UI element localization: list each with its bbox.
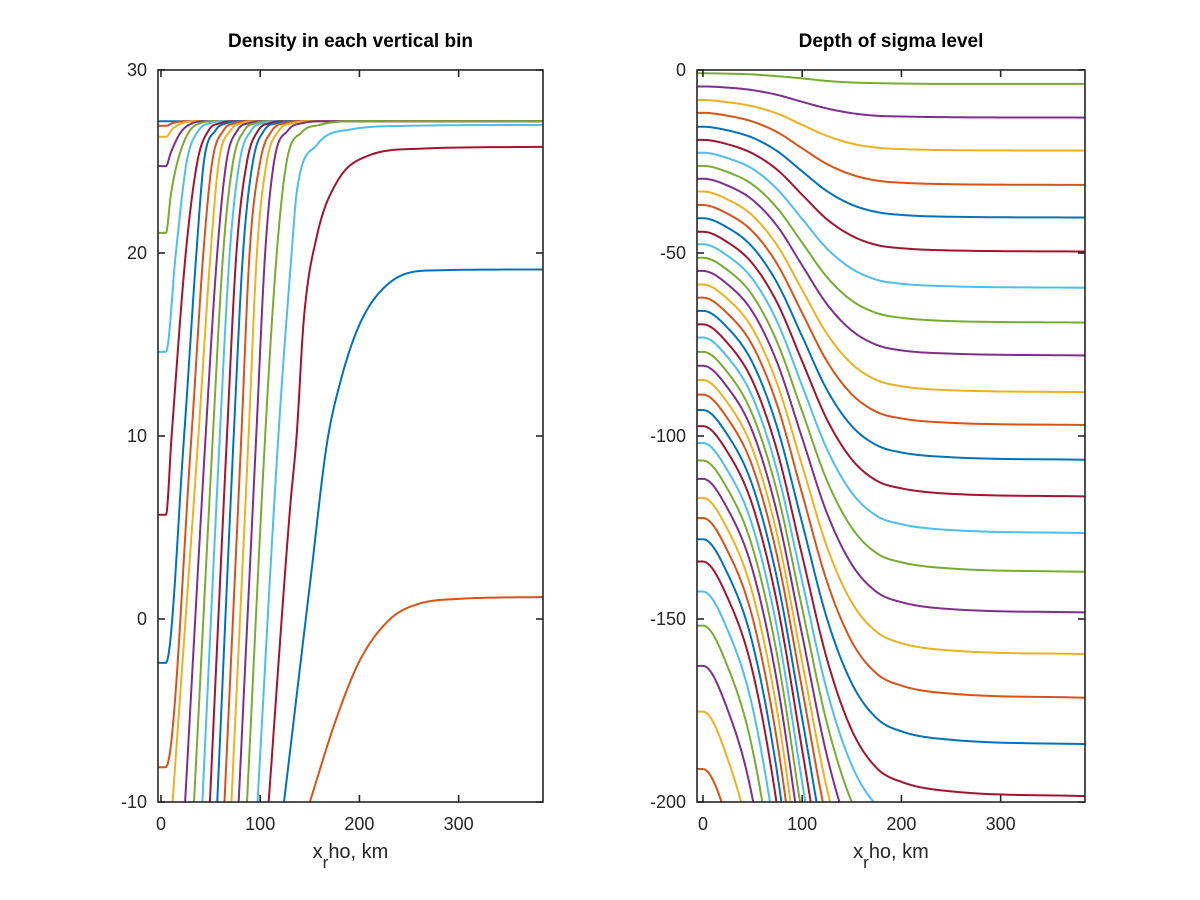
series-line-20	[256, 123, 544, 803]
x-tick-label: 200	[886, 814, 916, 834]
series-line-20	[696, 323, 1086, 798]
series-line-12	[696, 217, 1086, 461]
series-line-31	[696, 496, 792, 803]
series-line-18	[696, 296, 1086, 699]
series-line-35	[696, 590, 771, 803]
x-tick-label: 100	[787, 814, 817, 834]
x-tick-label: 0	[156, 814, 166, 834]
x-axis-label: xrho, km	[853, 841, 929, 872]
series-line-36	[696, 624, 764, 803]
series-line-3	[696, 99, 1086, 152]
series-line-21	[696, 336, 875, 803]
series-line-39	[696, 768, 723, 803]
series-line-23	[696, 364, 841, 803]
series-line-17	[696, 283, 1086, 656]
x-tick-label: 0	[698, 814, 708, 834]
series-line-22	[283, 268, 544, 803]
series-line-38	[696, 710, 742, 803]
series-line-5	[696, 125, 1086, 219]
series-line-32	[696, 516, 787, 803]
series-line-9	[696, 177, 1086, 357]
series-line-10	[696, 190, 1086, 394]
x-tick-label: 200	[344, 814, 374, 834]
series-line-22	[696, 350, 853, 803]
y-tick-label: 10	[127, 426, 147, 446]
chart-title: Depth of sigma level	[799, 31, 984, 52]
series-line-28	[696, 441, 807, 803]
x-tick-label: 300	[986, 814, 1016, 834]
series-line-6	[696, 138, 1086, 253]
plot-lines	[696, 72, 1086, 803]
y-tick-label: -200	[650, 792, 686, 812]
series-line-14	[696, 243, 1086, 534]
y-tick-label: -50	[660, 243, 686, 263]
series-line-8	[696, 164, 1086, 324]
series-line-37	[696, 664, 755, 803]
y-tick-label: -100	[650, 426, 686, 446]
series-line-2	[696, 85, 1086, 119]
y-tick-label: 30	[127, 60, 147, 80]
x-tick-label: 300	[444, 814, 474, 834]
series-line-11	[696, 204, 1086, 427]
y-tick-label: -10	[121, 792, 147, 812]
x-axis-label: xrho, km	[313, 841, 389, 872]
series-line-34	[696, 560, 778, 803]
series-line-4	[696, 111, 1086, 186]
series-line-13	[696, 230, 1086, 498]
y-tick-label: 0	[676, 60, 686, 80]
series-line-19	[696, 309, 1086, 746]
plot-lines	[157, 120, 544, 803]
density-axes: 0 100 200 300 -10 0 10 20 30 Density in each vert…	[121, 31, 544, 872]
series-line-18	[237, 120, 543, 803]
series-line-5	[157, 120, 543, 234]
y-tick-label: 0	[137, 609, 147, 629]
series-line-26	[696, 409, 818, 803]
series-line-16	[696, 269, 1086, 614]
series-line-19	[246, 120, 543, 803]
series-line-8	[157, 120, 543, 664]
series-line-7	[696, 151, 1086, 289]
series-line-21	[267, 145, 544, 803]
series-line-25	[696, 393, 824, 803]
series-line-15	[696, 256, 1086, 573]
y-tick-label: -150	[650, 609, 686, 629]
chart-title: Density in each vertical bin	[228, 31, 473, 52]
series-line-33	[696, 538, 783, 803]
series-line-1	[696, 72, 1085, 85]
x-tick-label: 100	[245, 814, 275, 834]
series-line-23	[308, 596, 544, 803]
series-line-24	[696, 379, 832, 803]
series-line-30	[696, 477, 797, 803]
sigma-depth-axes: 0 100 200 300 -200 -150 -100 -50 0 Depth of sigma…	[650, 31, 1086, 872]
series-line-27	[696, 425, 812, 803]
y-tick-label: 20	[127, 243, 147, 263]
series-line-6	[157, 120, 543, 353]
series-line-29	[696, 459, 801, 803]
